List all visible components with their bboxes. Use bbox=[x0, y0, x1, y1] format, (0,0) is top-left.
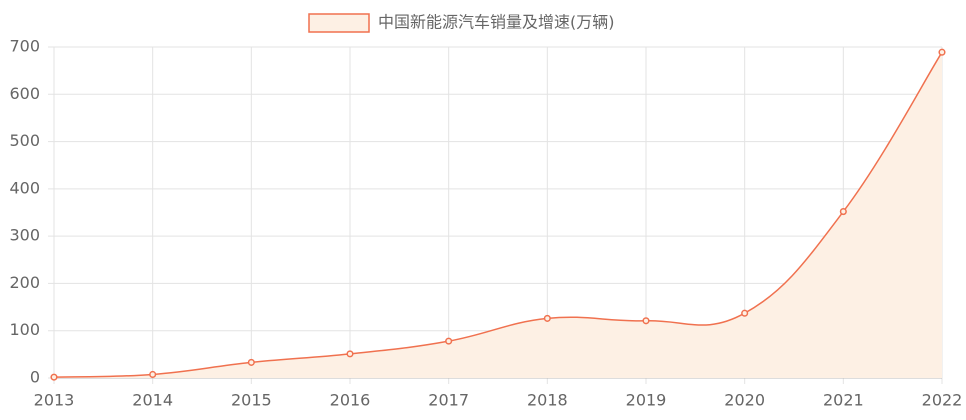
point bbox=[543, 314, 551, 322]
legend-label: 中国新能源汽车销量及增速(万辆) bbox=[378, 13, 615, 32]
y-tick-label: 0 bbox=[30, 368, 40, 387]
y-tick-label: 400 bbox=[9, 178, 40, 197]
point bbox=[445, 337, 453, 345]
point bbox=[247, 358, 255, 366]
y-tick-label: 500 bbox=[9, 131, 40, 150]
x-tick-label: 2020 bbox=[724, 391, 765, 410]
line bbox=[53, 51, 943, 378]
point bbox=[938, 48, 946, 56]
y-tick-label: 700 bbox=[9, 37, 40, 56]
legend-swatch bbox=[308, 13, 370, 33]
point bbox=[642, 317, 650, 325]
point bbox=[741, 309, 749, 317]
x-tick-label: 2013 bbox=[34, 391, 75, 410]
x-tick-label: 2015 bbox=[231, 391, 272, 410]
y-tick-label: 300 bbox=[9, 226, 40, 245]
y-tick-label: 100 bbox=[9, 320, 40, 339]
x-tick-label: 2014 bbox=[132, 391, 173, 410]
y-tick-label: 600 bbox=[9, 84, 40, 103]
legend: 中国新能源汽车销量及增速(万辆) bbox=[308, 13, 615, 33]
x-tick-label: 2018 bbox=[527, 391, 568, 410]
x-tick-label: 2021 bbox=[823, 391, 864, 410]
point bbox=[149, 370, 157, 379]
x-tick-label: 2019 bbox=[626, 391, 667, 410]
area bbox=[54, 52, 942, 379]
x-tick-label: 2022 bbox=[922, 391, 963, 410]
point bbox=[839, 208, 847, 216]
point bbox=[50, 373, 58, 381]
x-tick-label: 2017 bbox=[428, 391, 469, 410]
x-tick-label: 2016 bbox=[330, 391, 371, 410]
y-tick-label: 200 bbox=[9, 273, 40, 292]
point bbox=[346, 350, 354, 358]
